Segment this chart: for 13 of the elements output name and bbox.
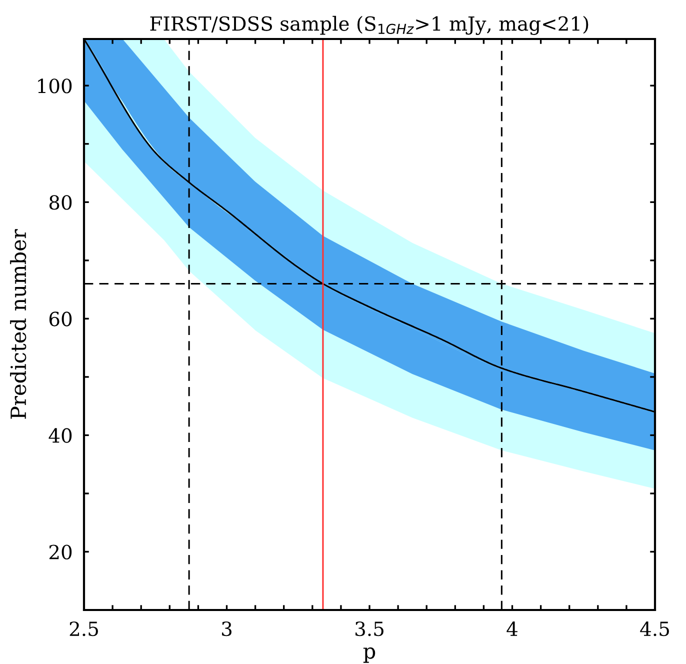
x-axis-title: p	[363, 647, 376, 663]
y-tick-label: 60	[49, 312, 72, 326]
x-tick-label: 3	[222, 621, 232, 636]
y-tick-label: 40	[48, 428, 72, 443]
chart-title: FIRST/SDSS sample (S$_{1GHz}$>1 mJy, mag<21)	[150, 16, 588, 35]
x-tick-label: 3.5	[356, 621, 384, 636]
y-tick-label: 20	[49, 544, 72, 560]
y-tick-label: 100	[38, 78, 72, 94]
x-tick-label: 4.5	[640, 621, 669, 636]
y-tick-label: 80	[49, 195, 72, 210]
x-tick-label: 4	[506, 621, 518, 636]
x-tick-label: 2.5	[70, 621, 98, 636]
y-axis-title: Predicted number	[10, 229, 26, 419]
